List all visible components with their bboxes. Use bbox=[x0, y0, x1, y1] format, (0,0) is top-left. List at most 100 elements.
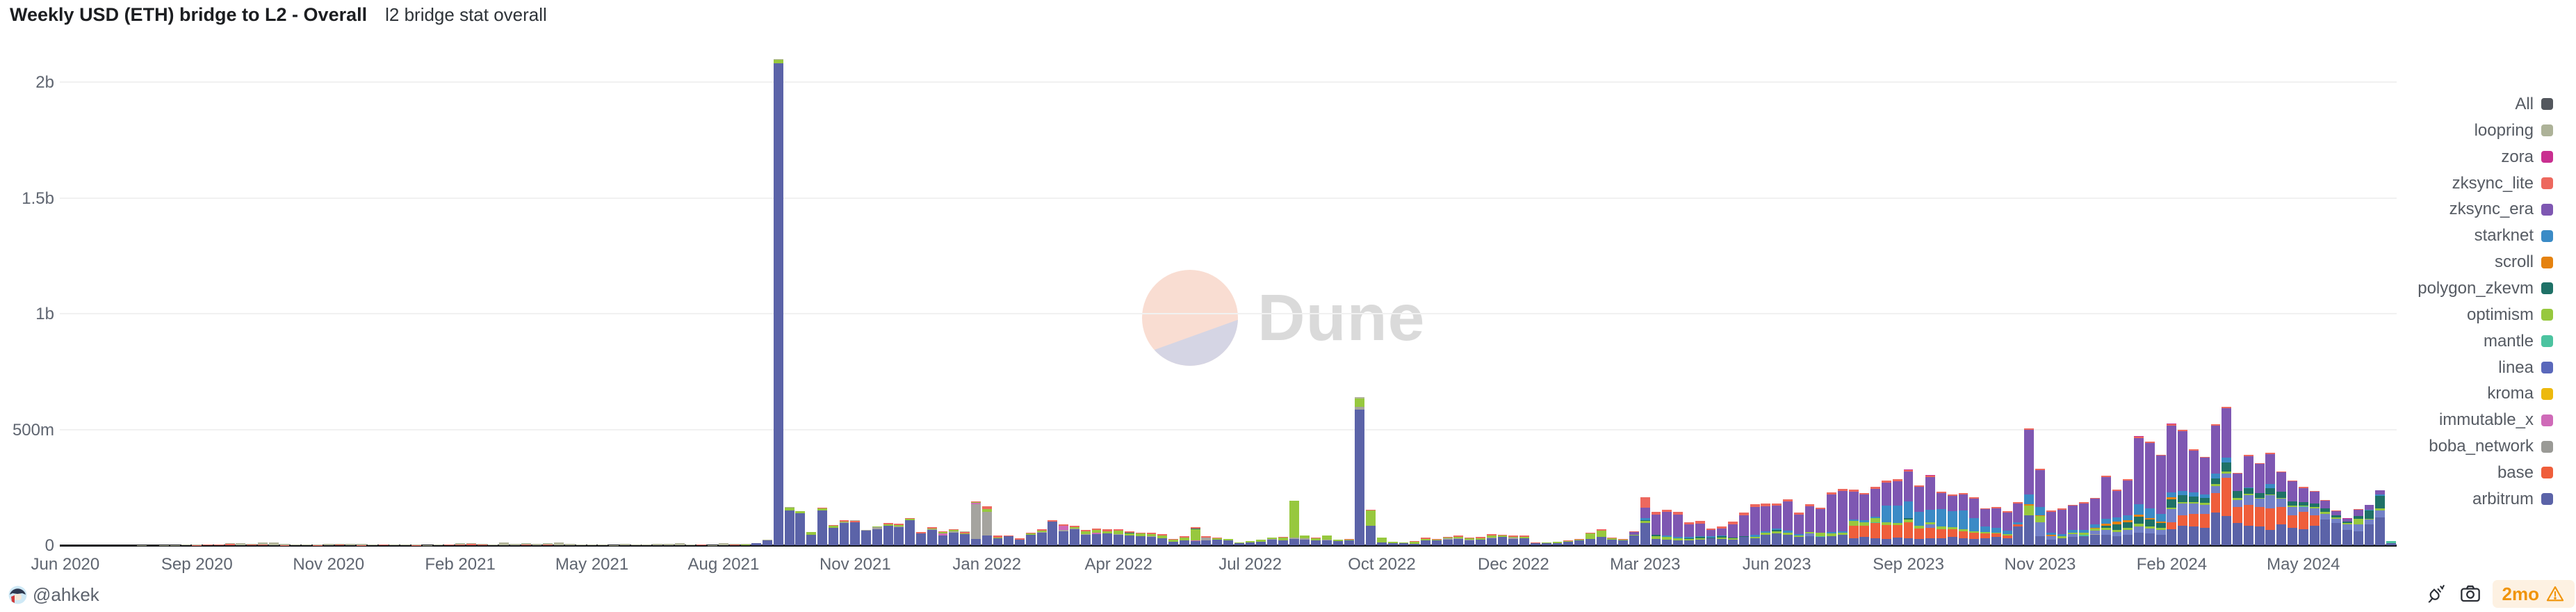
bar-week-103[interactable] bbox=[1190, 527, 1200, 545]
bar-week-81[interactable] bbox=[949, 529, 959, 545]
bar-week-185[interactable] bbox=[2089, 497, 2100, 545]
bar-week-166[interactable] bbox=[1882, 481, 1891, 545]
legend-item-arbitrum[interactable]: arbitrum bbox=[2418, 486, 2553, 513]
bar-week-128[interactable] bbox=[1465, 538, 1475, 545]
bar-week-117[interactable] bbox=[1344, 538, 1354, 545]
bar-week-64[interactable] bbox=[763, 540, 772, 545]
bar-week-181[interactable] bbox=[2046, 510, 2056, 545]
bar-week-56[interactable] bbox=[674, 543, 685, 545]
bar-week-192[interactable] bbox=[2167, 423, 2177, 545]
bar-week-159[interactable] bbox=[1804, 504, 1815, 545]
bar-week-131[interactable] bbox=[1497, 534, 1508, 545]
bar-week-91[interactable] bbox=[1059, 524, 1069, 545]
bar-week-84[interactable] bbox=[981, 506, 992, 545]
bar-week-105[interactable] bbox=[1212, 537, 1223, 545]
bar-week-180[interactable] bbox=[2035, 469, 2045, 545]
bar-week-62[interactable] bbox=[740, 544, 751, 545]
bar-week-122[interactable] bbox=[1399, 542, 1409, 545]
bar-week-202[interactable] bbox=[2276, 471, 2287, 545]
bar-week-194[interactable] bbox=[2189, 449, 2199, 545]
bar-week-99[interactable] bbox=[1146, 533, 1157, 545]
bar-week-101[interactable] bbox=[1168, 539, 1178, 545]
bar-week-210[interactable] bbox=[2364, 505, 2374, 545]
bar-week-208[interactable] bbox=[2342, 517, 2352, 545]
bar-week-100[interactable] bbox=[1157, 534, 1168, 545]
bar-week-40[interactable] bbox=[499, 542, 510, 545]
bar-week-104[interactable] bbox=[1201, 536, 1212, 545]
bar-week-174[interactable] bbox=[1969, 497, 1980, 545]
bar-week-167[interactable] bbox=[1892, 479, 1902, 545]
bar-week-129[interactable] bbox=[1476, 537, 1485, 545]
legend-item-polygon_zkevm[interactable]: polygon_zkevm bbox=[2418, 275, 2553, 302]
camera-icon[interactable] bbox=[2459, 583, 2481, 605]
bar-week-18[interactable] bbox=[258, 542, 268, 545]
legend-item-base[interactable]: base bbox=[2418, 460, 2553, 486]
bar-week-88[interactable] bbox=[1025, 533, 1036, 545]
bar-week-67[interactable] bbox=[795, 511, 806, 545]
bar-week-140[interactable] bbox=[1596, 529, 1606, 545]
bar-week-145[interactable] bbox=[1651, 512, 1661, 545]
bar-week-193[interactable] bbox=[2178, 429, 2188, 545]
bar-week-97[interactable] bbox=[1124, 531, 1134, 545]
bar-week-139[interactable] bbox=[1585, 532, 1595, 545]
bar-week-142[interactable] bbox=[1618, 539, 1629, 545]
legend-item-immutable_x[interactable]: immutable_x bbox=[2418, 407, 2553, 433]
bar-week-173[interactable] bbox=[1958, 493, 1968, 545]
bar-week-127[interactable] bbox=[1453, 536, 1464, 545]
bar-week-190[interactable] bbox=[2144, 441, 2155, 545]
bar-week-70[interactable] bbox=[828, 525, 838, 545]
bar-week-82[interactable] bbox=[960, 531, 970, 545]
bar-week-199[interactable] bbox=[2243, 455, 2253, 545]
bar-week-78[interactable] bbox=[916, 532, 926, 545]
plug-icon[interactable] bbox=[2427, 583, 2448, 604]
bar-week-135[interactable] bbox=[1541, 542, 1551, 545]
bar-week-115[interactable] bbox=[1322, 536, 1332, 545]
bar-week-149[interactable] bbox=[1695, 521, 1705, 545]
bar-week-157[interactable] bbox=[1782, 499, 1793, 545]
bar-week-136[interactable] bbox=[1552, 542, 1563, 545]
bar-week-118[interactable] bbox=[1355, 396, 1365, 545]
bar-week-169[interactable] bbox=[1914, 485, 1925, 545]
legend-item-zksync_era[interactable]: zksync_era bbox=[2418, 196, 2553, 223]
bar-week-107[interactable] bbox=[1234, 542, 1244, 545]
bar-week-120[interactable] bbox=[1376, 538, 1387, 545]
bar-week-161[interactable] bbox=[1827, 492, 1836, 545]
bar-week-124[interactable] bbox=[1421, 538, 1430, 545]
bar-week-41[interactable] bbox=[510, 544, 520, 545]
bar-week-137[interactable] bbox=[1563, 540, 1574, 545]
bar-week-106[interactable] bbox=[1223, 539, 1233, 545]
bar-week-68[interactable] bbox=[806, 532, 817, 545]
bar-week-72[interactable] bbox=[850, 520, 861, 545]
bar-week-69[interactable] bbox=[817, 507, 827, 545]
bar-week-196[interactable] bbox=[2210, 424, 2221, 545]
bar-week-133[interactable] bbox=[1519, 536, 1530, 545]
bar-week-25[interactable] bbox=[334, 544, 345, 545]
bar-week-54[interactable] bbox=[653, 544, 663, 545]
bar-week-26[interactable] bbox=[345, 544, 356, 545]
bar-week-147[interactable] bbox=[1673, 512, 1684, 545]
legend-item-kroma[interactable]: kroma bbox=[2418, 380, 2553, 407]
bar-week-144[interactable] bbox=[1640, 497, 1650, 545]
bar-week-138[interactable] bbox=[1574, 538, 1584, 545]
bar-week-43[interactable] bbox=[532, 544, 542, 545]
bar-week-182[interactable] bbox=[2057, 508, 2067, 545]
bar-week-154[interactable] bbox=[1750, 504, 1760, 545]
bar-week-123[interactable] bbox=[1410, 541, 1420, 545]
bar-week-198[interactable] bbox=[2233, 473, 2242, 545]
bar-week-195[interactable] bbox=[2199, 456, 2210, 545]
bar-week-60[interactable] bbox=[718, 543, 728, 545]
bar-week-45[interactable] bbox=[554, 542, 564, 545]
bar-week-172[interactable] bbox=[1947, 494, 1957, 545]
bar-week-184[interactable] bbox=[2079, 502, 2089, 545]
bar-week-93[interactable] bbox=[1080, 530, 1091, 545]
bar-week-203[interactable] bbox=[2288, 481, 2297, 545]
bar-week-150[interactable] bbox=[1706, 529, 1716, 545]
bar-week-85[interactable] bbox=[993, 536, 1003, 545]
bar-week-65[interactable] bbox=[773, 58, 783, 545]
bar-week-197[interactable] bbox=[2222, 406, 2232, 545]
bar-week-204[interactable] bbox=[2298, 487, 2308, 545]
bar-week-155[interactable] bbox=[1761, 503, 1771, 545]
bar-week-132[interactable] bbox=[1508, 536, 1519, 545]
bar-week-162[interactable] bbox=[1837, 488, 1848, 545]
bar-week-20[interactable] bbox=[279, 543, 290, 545]
